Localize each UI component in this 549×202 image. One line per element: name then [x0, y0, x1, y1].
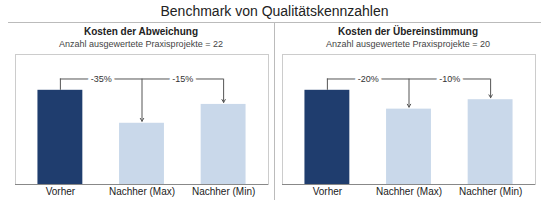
- svg-text:Nachher (Min): Nachher (Min): [191, 186, 254, 197]
- html-text:Anzahl ausgewertete Praxisproj: Anzahl ausgewertete Praxisprojekte = 22: [59, 39, 223, 49]
- html-text:Anzahl ausgewertete Praxisproj: Anzahl ausgewertete Praxisprojekte = 20: [326, 39, 490, 49]
- svg-text:Nachher (Min): Nachher (Min): [458, 186, 521, 197]
- html-text:Kosten der Abweichung: Kosten der Abweichung: [84, 26, 198, 37]
- svg-text:Nachher (Max): Nachher (Max): [375, 186, 441, 197]
- svg-text:-35%: -35%: [90, 74, 111, 84]
- svg-text:-15%: -15%: [172, 74, 193, 84]
- html-text:Benchmark von Qualitätskennzah: Benchmark von Qualitätskennzahlen: [160, 3, 389, 19]
- svg-text:-10%: -10%: [439, 74, 460, 84]
- svg-text:Vorher: Vorher: [45, 186, 75, 197]
- svg-text:Vorher: Vorher: [312, 186, 342, 197]
- svg-text:Nachher (Max): Nachher (Max): [108, 186, 174, 197]
- html-text:Kosten der Übereinstimmung: Kosten der Übereinstimmung: [338, 26, 478, 37]
- svg-text:-20%: -20%: [357, 74, 378, 84]
